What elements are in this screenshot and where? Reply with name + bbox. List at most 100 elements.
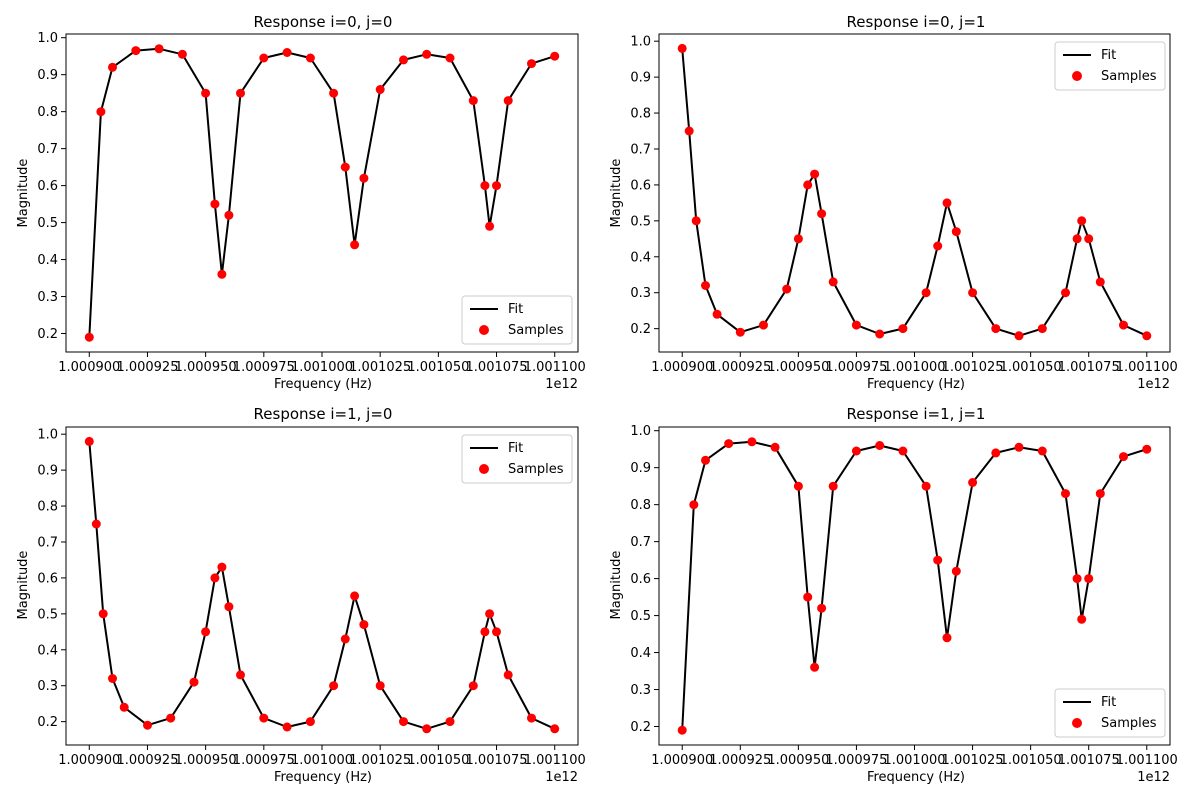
- y-axis-label: Magnitude: [609, 159, 624, 228]
- y-ticks: 0.2 0.3 0.4 0.5 0.6 0.7 0.8 0.9 1.0: [630, 424, 659, 735]
- sample-point: [91, 519, 101, 529]
- sample-point: [968, 478, 978, 487]
- x-tick-label: 1.001025: [942, 360, 1004, 375]
- sample-point: [898, 324, 908, 334]
- sample-point: [793, 234, 803, 244]
- sample-point: [1119, 452, 1128, 462]
- x-tick-label: 1.000950: [767, 753, 829, 768]
- legend-samples-label: Samples: [1101, 69, 1157, 84]
- sample-point: [96, 107, 106, 117]
- sample-point: [701, 281, 710, 290]
- y-ticks: 0.2 0.3 0.4 0.5 0.6 0.7 0.8 0.9 1.0: [37, 428, 66, 730]
- sample-point: [1037, 446, 1047, 456]
- sample-point: [350, 591, 360, 601]
- sample-point: [828, 277, 838, 287]
- legend-samples-swatch: [479, 325, 489, 335]
- x-ticks: 1.0009001.0009251.0009501.0009751.001000…: [651, 745, 1178, 768]
- sample-point: [942, 198, 952, 208]
- subplot-response-i1-j1: Response i=1, j=1 Magnitude Frequency (H…: [609, 405, 1178, 785]
- x-tick-label: 1.000925: [709, 360, 771, 375]
- x-tick-label: 1.000975: [233, 360, 295, 375]
- y-ticks: 0.2 0.3 0.4 0.5 0.6 0.7 0.8 0.9 1.0: [630, 35, 659, 337]
- y-tick-label: 0.2: [630, 322, 651, 337]
- legend-samples-label: Samples: [1101, 716, 1157, 731]
- subplot-title: Response i=0, j=0: [254, 13, 393, 31]
- sample-point: [468, 96, 478, 106]
- sample-point: [305, 717, 315, 727]
- y-axis-label-text: Magnitude: [16, 159, 31, 228]
- sample-point: [1037, 324, 1047, 334]
- sample-point: [1072, 234, 1082, 244]
- sample-point: [445, 53, 455, 63]
- x-tick-label: 1.001100: [1116, 360, 1178, 375]
- x-tick-label: 1.001100: [524, 753, 586, 768]
- subplot-title: Response i=0, j=1: [847, 13, 986, 31]
- y-tick-label: 1.0: [37, 428, 58, 443]
- sample-point: [991, 324, 1001, 334]
- x-offset-text: 1e12: [1137, 377, 1170, 392]
- y-axis-label: Magnitude: [16, 159, 31, 228]
- sample-point: [143, 720, 152, 730]
- x-tick-label: 1.000950: [767, 360, 829, 375]
- sample-point: [375, 681, 385, 691]
- sample-point: [1014, 442, 1024, 452]
- sample-point: [282, 48, 292, 57]
- y-tick-label: 1.0: [37, 31, 58, 46]
- sample-point: [921, 288, 931, 298]
- sample-point: [1084, 574, 1094, 584]
- y-tick-label: 0.2: [630, 720, 651, 735]
- y-tick-label: 0.5: [630, 214, 651, 229]
- legend: Fit Samples: [461, 434, 573, 484]
- sample-point: [1084, 234, 1094, 244]
- sample-point: [399, 717, 408, 727]
- sample-point: [210, 199, 220, 209]
- y-tick-label: 0.4: [630, 646, 651, 661]
- sample-point: [759, 320, 768, 330]
- x-tick-label: 1.001000: [883, 753, 945, 768]
- legend-fit-label: Fit: [1101, 695, 1116, 710]
- plot-area: [677, 43, 1152, 341]
- x-tick-label: 1.000975: [825, 753, 887, 768]
- sample-point: [951, 227, 961, 237]
- sample-point: [340, 162, 350, 172]
- y-tick-label: 0.3: [37, 679, 58, 694]
- x-axis-label: Frequency (Hz): [867, 770, 965, 785]
- sample-point: [359, 620, 369, 630]
- x-tick-label: 1.000900: [58, 753, 120, 768]
- y-axis-label-text: Magnitude: [16, 551, 31, 620]
- sample-point: [747, 437, 757, 447]
- sample-point: [84, 436, 94, 446]
- x-tick-label: 1.001100: [524, 360, 586, 375]
- y-tick-label: 0.3: [630, 683, 651, 698]
- sample-point: [851, 320, 861, 330]
- x-tick-label: 1.001050: [1000, 753, 1062, 768]
- sample-point: [485, 609, 495, 619]
- sample-point: [1077, 216, 1087, 226]
- sample-point: [329, 681, 339, 691]
- y-tick-label: 0.9: [630, 461, 651, 476]
- x-tick-label: 1.000975: [825, 360, 887, 375]
- sample-point: [875, 329, 885, 339]
- x-axis-label: Frequency (Hz): [867, 377, 965, 392]
- sample-point: [1077, 614, 1087, 624]
- sample-point: [108, 674, 117, 683]
- plot-area: [677, 437, 1152, 735]
- sample-point: [527, 713, 536, 723]
- sample-point: [177, 49, 187, 59]
- legend: Fit Samples: [1054, 688, 1166, 738]
- x-tick-label: 1.001025: [349, 360, 411, 375]
- y-tick-label: 0.8: [630, 107, 651, 122]
- sample-point: [492, 627, 501, 637]
- sample-point: [810, 169, 820, 179]
- y-tick-label: 1.0: [630, 424, 651, 439]
- sample-point: [445, 717, 455, 727]
- sample-point: [1142, 331, 1152, 341]
- y-tick-label: 0.8: [630, 498, 651, 513]
- x-tick-label: 1.001050: [407, 753, 469, 768]
- x-tick-label: 1.001050: [1000, 360, 1062, 375]
- sample-point: [677, 725, 687, 735]
- subplot-response-i0-j0: Response i=0, j=0 Magnitude Frequency (H…: [16, 13, 586, 392]
- sample-point: [305, 53, 315, 63]
